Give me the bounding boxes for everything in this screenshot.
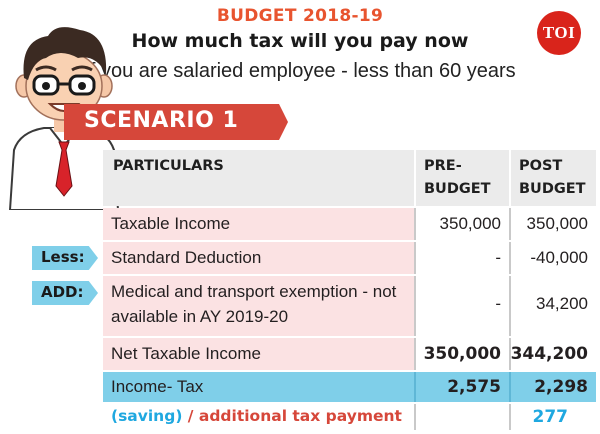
page-title: How much tax will you pay now: [131, 30, 469, 52]
row-label: Income- Tax: [111, 377, 204, 396]
header-post-line2: BUDGET: [519, 181, 586, 197]
row-label: Standard Deduction: [111, 248, 262, 267]
header-post-line1: POST: [519, 158, 563, 174]
row-pre-value: 350,000: [423, 344, 501, 364]
header-pre-line2: BUDGET: [424, 181, 491, 197]
scenario-banner: SCENARIO 1: [64, 104, 288, 140]
table-row: Net Taxable Income 350,000 344,200: [103, 338, 596, 370]
row-pre-value: -: [495, 248, 501, 267]
row-post-value: 34,200: [536, 294, 588, 313]
saving-label: (saving) / additional tax payment: [111, 407, 402, 425]
row-post-value: 350,000: [526, 214, 588, 233]
additional-payment-text: / additional tax payment: [182, 407, 402, 425]
scenario-label: SCENARIO 1: [84, 108, 239, 133]
row-label-line1: Medical and transport exemption - not: [111, 282, 397, 301]
row-pre-value: 350,000: [439, 214, 501, 233]
add-tag-label: ADD:: [41, 283, 84, 301]
row-pre-value: -: [495, 294, 501, 313]
header-particulars-cell: PARTICULARS: [103, 150, 414, 206]
header-pre-line1: PRE-: [424, 158, 462, 174]
less-tag: Less:: [32, 246, 98, 270]
row-post-value: -40,000: [530, 248, 588, 267]
row-post-value: 344,200: [510, 344, 588, 364]
saving-word: (saving): [111, 407, 183, 425]
table-row: Taxable Income 350,000 350,000: [103, 208, 596, 240]
income-tax-row: Income- Tax 2,575 2,298: [103, 372, 596, 402]
row-label-line2: available in AY 2019-20: [111, 307, 289, 326]
add-tag: ADD:: [32, 281, 98, 305]
budget-kicker: BUDGET 2018-19: [216, 6, 384, 26]
saving-value: 277: [532, 407, 569, 427]
row-post-value: 2,298: [534, 377, 588, 397]
row-label: Net Taxable Income: [111, 344, 261, 363]
header-post-budget-cell: POST BUDGET: [509, 150, 596, 206]
saving-row: (saving) / additional tax payment 277: [103, 404, 596, 430]
table-header-row: PARTICULARS PRE- BUDGET POST BUDGET: [103, 150, 596, 206]
header-particulars: PARTICULARS: [113, 158, 224, 174]
less-tag-label: Less:: [41, 248, 85, 266]
page-subtitle: If you are salaried employee - less than…: [84, 60, 516, 82]
header-pre-budget-cell: PRE- BUDGET: [414, 150, 509, 206]
row-label: Taxable Income: [111, 214, 231, 233]
table-row: Medical and transport exemption - not av…: [103, 276, 596, 336]
row-pre-value: 2,575: [447, 377, 501, 397]
toi-logo: TOI: [537, 11, 581, 55]
table-row: Standard Deduction - -40,000: [103, 242, 596, 274]
